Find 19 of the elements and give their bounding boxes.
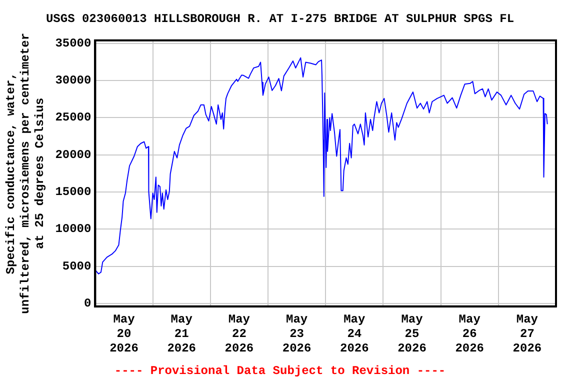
y-tick-label: 20000	[55, 148, 92, 162]
y-axis-title: Specific conductance, water, unfiltered, microsiemens per centimeter at 25 degrees Celsius	[4, 32, 48, 314]
y-tick-label: 5000	[62, 259, 92, 274]
x-tick-label: May 27 2026	[512, 312, 542, 356]
x-tick-label: May 21 2026	[167, 312, 196, 356]
x-tick-label: May 22 2026	[224, 312, 254, 356]
text: ---- Provisional Data Subject to Revision ----	[114, 364, 446, 378]
y-tick-label: 35000	[55, 36, 92, 50]
x-tick-label: May 24 2026	[340, 312, 369, 356]
y-tick-label: 30000	[55, 74, 92, 88]
x-tick-label: May 20 2026	[110, 312, 138, 356]
x-tick-label: May 25 2026	[398, 312, 426, 356]
y-tick-label: 10000	[55, 222, 92, 236]
x-tick-label: May 23 2026	[282, 312, 312, 356]
y-tick-label: 0	[84, 296, 92, 310]
y-tick-label: 15000	[55, 184, 92, 199]
y-tick-label: 25000	[55, 110, 92, 125]
x-tick-label: May 26 2026	[455, 312, 484, 356]
chart-title: USGS 023060013 HILLSBOROUGH R. AT I-275 BRIDGE AT SULPHUR SPGS FL	[46, 12, 514, 26]
